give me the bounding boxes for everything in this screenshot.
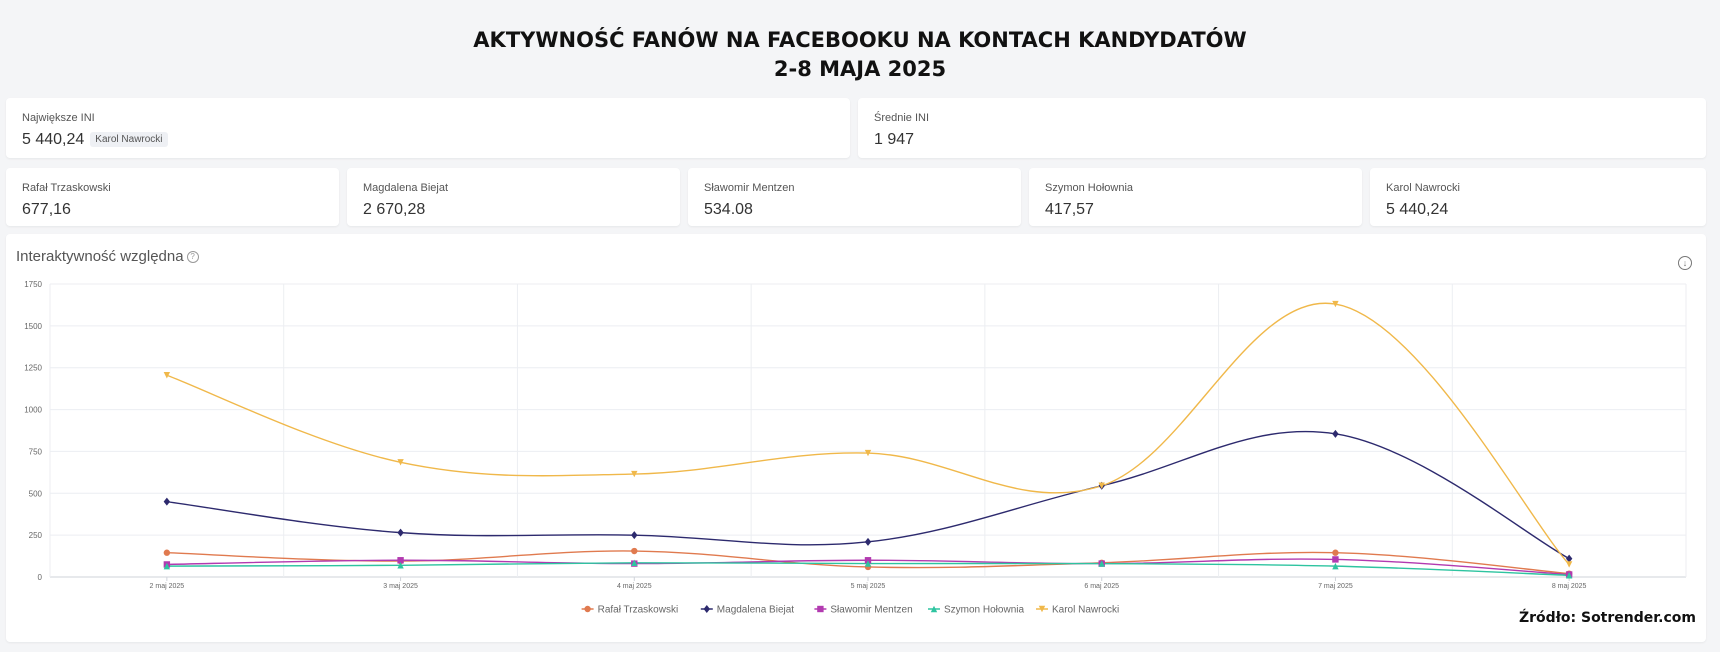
candidate-name: Szymon Hołownia — [1045, 182, 1134, 194]
max-ini-value: 5 440,24 — [22, 131, 85, 148]
avg-ini-value: 1 947 — [874, 131, 915, 148]
title-line-2: 2-8 MAJA 2025 — [773, 57, 947, 81]
candidate-card-biejat: Magdalena Biejat 2 670,28 — [347, 168, 680, 226]
question-icon[interactable]: ? — [186, 251, 199, 263]
candidate-value: 534.08 — [704, 201, 753, 218]
candidate-name: Magdalena Biejat — [363, 182, 449, 194]
candidate-value: 2 670,28 — [363, 201, 426, 218]
chart-title: Interaktywność względna — [16, 248, 184, 265]
candidate-card-nawrocki: Karol Nawrocki 5 440,24 — [1370, 168, 1706, 226]
candidate-name: Sławomir Mentzen — [704, 182, 795, 194]
title-line-1: AKTYWNOŚĆ FANÓW NA FACEBOOKU NA KONTACH … — [473, 28, 1247, 52]
candidate-value: 417,57 — [1045, 201, 1094, 218]
source-note: Źródło: Sotrender.com — [1519, 610, 1696, 626]
avg-ini-card: Średnie INI 1 947 — [858, 98, 1706, 158]
candidate-card-holownia: Szymon Hołownia 417,57 — [1029, 168, 1362, 226]
candidate-value: 677,16 — [22, 201, 71, 218]
avg-ini-label: Średnie INI — [874, 112, 930, 124]
candidate-card-trzaskowski: Rafał Trzaskowski 677,16 — [6, 168, 339, 226]
candidate-value: 5 440,24 — [1386, 201, 1449, 218]
max-ini-badge: Karol Nawrocki — [90, 132, 168, 147]
page-title: AKTYWNOŚĆ FANÓW NA FACEBOOKU NA KONTACH … — [0, 26, 1720, 84]
candidate-card-mentzen: Sławomir Mentzen 534.08 — [688, 168, 1021, 226]
download-icon[interactable]: ↓ — [1678, 256, 1692, 270]
candidate-name: Rafał Trzaskowski — [22, 182, 111, 194]
candidate-name: Karol Nawrocki — [1386, 182, 1460, 194]
max-ini-card: Największe INI 5 440,24 Karol Nawrocki — [6, 98, 850, 158]
chart-card: Interaktywność względna? ↓ — [6, 234, 1706, 642]
max-ini-label: Największe INI — [22, 112, 95, 124]
